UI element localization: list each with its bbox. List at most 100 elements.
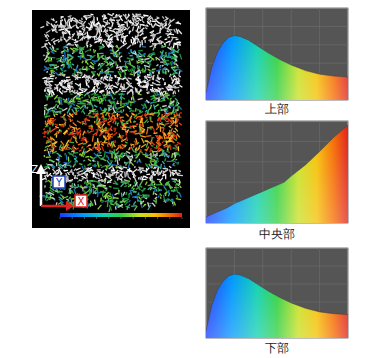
speckle — [44, 115, 50, 117]
speckle — [172, 91, 174, 94]
speckle — [81, 89, 86, 90]
speckle — [141, 104, 143, 106]
speckle — [171, 66, 176, 68]
speckle — [108, 117, 111, 120]
figure: ZYX上部中央部下部 — [0, 0, 382, 358]
speckle — [172, 170, 177, 172]
speckle — [51, 58, 52, 60]
speckle — [120, 16, 123, 21]
speckle — [99, 23, 101, 27]
speckle — [101, 98, 103, 102]
speckle — [145, 156, 150, 158]
speckle — [89, 148, 93, 150]
speckle — [44, 110, 45, 116]
speckle — [168, 57, 171, 58]
speckle — [153, 83, 158, 85]
speckle — [159, 189, 161, 191]
speckle — [82, 121, 84, 125]
speckle — [133, 146, 135, 148]
speckle — [100, 174, 101, 178]
speckle — [160, 51, 162, 53]
speckle — [126, 21, 128, 27]
speckle — [104, 94, 106, 96]
speckle — [44, 166, 49, 167]
speckle — [144, 113, 146, 116]
speckle — [134, 160, 136, 162]
speckle — [70, 64, 72, 68]
speckle — [141, 189, 145, 190]
speckle — [97, 82, 99, 85]
speckle — [102, 44, 104, 46]
speckle — [72, 64, 74, 65]
speckle — [136, 35, 140, 37]
speckle — [173, 181, 176, 182]
speckle — [107, 77, 109, 79]
speckle — [136, 54, 139, 58]
speckle — [117, 159, 118, 165]
speckle — [82, 121, 84, 123]
speckle — [74, 158, 78, 162]
speckle — [60, 36, 61, 41]
speckle — [76, 20, 77, 25]
speckle — [170, 62, 171, 66]
speckle — [174, 202, 175, 206]
speckle — [157, 17, 160, 19]
speckle — [107, 27, 111, 28]
speckle — [74, 189, 76, 195]
speckle — [83, 21, 86, 25]
speckle — [74, 147, 76, 149]
speckle — [161, 122, 163, 124]
speckle — [140, 186, 142, 188]
speckle — [70, 48, 73, 49]
speckle — [109, 101, 114, 102]
speckle — [128, 78, 132, 79]
speckle — [156, 98, 158, 100]
speckle — [88, 131, 92, 134]
speckle — [114, 197, 119, 199]
speckle — [88, 15, 92, 17]
speckle — [176, 135, 177, 139]
speckle — [101, 179, 103, 181]
speckle — [136, 38, 139, 39]
speckle — [97, 53, 99, 58]
speckle — [92, 136, 94, 142]
speckle — [89, 49, 91, 51]
speckle — [144, 66, 146, 70]
speckle — [49, 192, 54, 195]
speckle — [66, 89, 69, 90]
speckle — [114, 35, 120, 37]
speckle — [172, 178, 178, 180]
speckle — [138, 111, 143, 113]
speckle — [97, 192, 99, 197]
speckle — [144, 76, 148, 80]
speckle — [83, 160, 85, 161]
speckle — [150, 117, 151, 120]
speckle — [64, 114, 65, 117]
speckle — [64, 91, 67, 93]
speckle — [47, 198, 51, 201]
speckle — [138, 59, 143, 61]
speckle — [110, 58, 114, 62]
speckle — [131, 112, 134, 114]
speckle — [147, 83, 149, 85]
speckle — [113, 188, 119, 189]
speckle — [52, 143, 54, 146]
speckle — [50, 184, 52, 186]
speckle — [175, 111, 177, 112]
speckle — [176, 195, 178, 198]
speckle — [60, 19, 63, 21]
speckle — [132, 14, 134, 16]
speckle — [115, 75, 116, 78]
speckle — [170, 98, 172, 100]
speckle — [122, 30, 123, 33]
speckle — [156, 57, 160, 60]
speckle — [120, 116, 124, 118]
speckle — [153, 23, 156, 28]
speckle — [60, 57, 62, 62]
speckle — [98, 146, 99, 151]
speckle — [88, 95, 90, 99]
speckle — [142, 53, 146, 56]
speckle — [104, 193, 107, 196]
speckle — [78, 143, 83, 145]
speckle — [75, 187, 79, 189]
